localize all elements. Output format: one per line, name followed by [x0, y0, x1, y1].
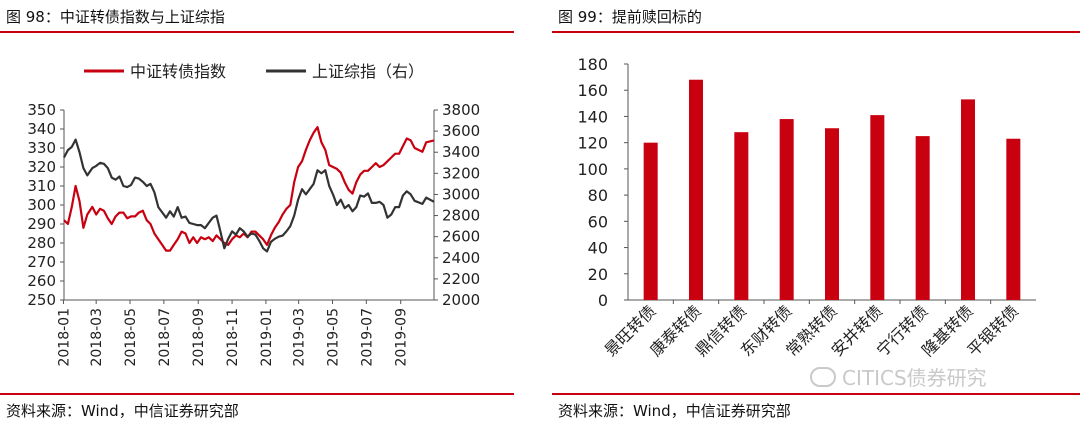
bar	[915, 136, 930, 300]
left-y-tick-label: 340	[27, 120, 56, 138]
x-tick-label: 2019-07	[359, 308, 375, 367]
y-tick-label: 60	[588, 212, 608, 231]
y-tick-label: 100	[577, 160, 608, 179]
x-tick-label: 2019-05	[325, 308, 341, 367]
bar	[643, 142, 658, 300]
x-tick-label: 2018-05	[123, 308, 139, 367]
x-tick-label: 2018-11	[225, 308, 241, 367]
right-y-tick-label: 2400	[442, 249, 480, 267]
right-source-note: 资料来源：Wind，中信证券研究部	[558, 402, 791, 420]
x-tick-label: 2019-09	[394, 308, 410, 367]
legend-label: 中证转债指数	[130, 62, 226, 81]
y-tick-label: 140	[577, 107, 608, 126]
x-tick-label: 2018-09	[191, 308, 207, 367]
wechat-icon	[810, 367, 836, 387]
bar	[779, 119, 794, 300]
left-y-tick-label: 330	[27, 139, 56, 157]
right-y-tick-label: 3200	[442, 164, 480, 182]
right-top-rule	[552, 31, 1080, 33]
left-y-tick-label: 350	[27, 101, 56, 119]
x-tick-label: 2018-07	[157, 308, 173, 367]
right-figure-panel: 图 99：提前赎回标的 0 20 40 60 80 100 120 140 160 180 景旺转债…	[552, 0, 1080, 426]
bar	[689, 79, 703, 300]
watermark: CITICS债券研究	[810, 362, 987, 391]
y-tick-label: 120	[577, 134, 608, 153]
right-y-tick-label: 2000	[442, 291, 480, 309]
x-tick-label: 2019-03	[292, 308, 308, 367]
bar-chart: 020406080100120140160180景旺转债康泰转债鼎信转债东财转债…	[577, 55, 1036, 360]
left-y-tick-label: 310	[27, 177, 56, 195]
right-figure-title: 图 99：提前赎回标的	[558, 8, 702, 26]
right-y-tick-label: 2200	[442, 270, 480, 288]
y-tick-label: 80	[588, 186, 608, 205]
bar	[1006, 138, 1021, 300]
left-y-tick-label: 250	[27, 291, 56, 309]
x-tick-label: 2019-01	[259, 308, 275, 367]
left-y-tick-label: 300	[27, 196, 56, 214]
x-tick-label: 2018-03	[89, 308, 105, 367]
y-tick-label: 180	[577, 55, 608, 74]
watermark-text: CITICS债券研究	[842, 366, 987, 390]
right-bottom-rule	[552, 393, 1080, 395]
right-y-tick-label: 2600	[442, 228, 480, 246]
y-tick-label: 0	[598, 291, 608, 310]
right-y-tick-label: 3800	[442, 101, 480, 119]
shanghai-composite-line	[63, 138, 435, 253]
y-tick-label: 40	[588, 239, 608, 258]
right-y-tick-label: 3600	[442, 122, 480, 140]
y-tick-label: 160	[577, 81, 608, 100]
legend-label: 上证综指（右）	[312, 62, 424, 81]
convertible-bond-index-line	[63, 125, 435, 252]
x-tick-label: 2018-01	[56, 308, 72, 367]
right-y-tick-label: 2800	[442, 207, 480, 225]
left-y-tick-label: 290	[27, 215, 56, 233]
left-figure-title: 图 98：中证转债指数与上证综指	[6, 8, 225, 26]
left-top-rule	[0, 31, 514, 33]
bar	[961, 99, 975, 301]
left-y-tick-label: 320	[27, 158, 56, 176]
left-y-tick-label: 280	[27, 234, 56, 252]
left-source-note: 资料来源：Wind，中信证券研究部	[6, 402, 239, 420]
left-y-tick-label: 260	[27, 272, 56, 290]
bar	[734, 132, 749, 300]
left-figure-panel: 图 98：中证转债指数与上证综指 250 260 270 280 290 300 310 32…	[0, 0, 528, 426]
category-label: 平银转债	[963, 301, 1022, 360]
right-y-tick-label: 3000	[442, 185, 480, 203]
bar	[825, 128, 839, 300]
right-y-tick-label: 3400	[442, 143, 480, 161]
left-y-tick-label: 270	[27, 253, 56, 271]
left-bottom-rule	[0, 393, 514, 395]
bar	[870, 115, 885, 300]
y-tick-label: 20	[588, 265, 608, 284]
